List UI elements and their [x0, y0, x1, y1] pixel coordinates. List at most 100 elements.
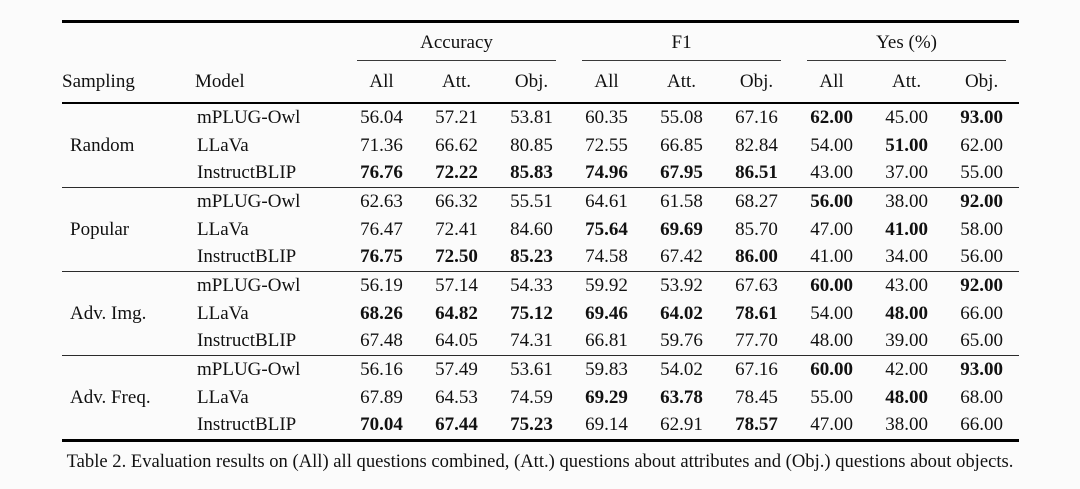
- metric-cell: 60.00: [794, 355, 870, 384]
- metric-cell: 69.29: [585, 386, 628, 408]
- table-row: Adv. Freq. mPLUG-Owl 56.16 57.49 53.61 59.83 5…: [62, 355, 1020, 441]
- metric-cell: 54.33: [494, 271, 570, 300]
- model-cell: InstructBLIP: [197, 414, 297, 436]
- metric-cell: 78.45: [735, 386, 778, 408]
- metric-cell: 67.44: [435, 414, 478, 436]
- metric-cell: 68.00: [960, 386, 1003, 408]
- metric-cell: 64.02: [660, 302, 703, 324]
- metric-cell: 64.05: [435, 330, 478, 352]
- subheader-row: Sampling Model All Att. Obj. All Att. Obj. All At…: [62, 61, 1020, 104]
- metric-cell: 51.00: [885, 134, 928, 156]
- metric-cell: 48.00: [810, 330, 853, 352]
- metric-cell: 56.00: [960, 246, 1003, 268]
- metric-cell: 75.64: [585, 218, 628, 240]
- sampling-cell: Adv. Freq.: [62, 355, 195, 441]
- metric-cell: 64.53: [435, 386, 478, 408]
- model-cell: mPLUG-Owl: [197, 106, 301, 128]
- metric-cell: 47.00: [810, 218, 853, 240]
- subcolumn-header: Att.: [644, 61, 720, 104]
- metric-cell: 67.63: [719, 271, 795, 300]
- metric-cell: 67.42: [660, 246, 703, 268]
- metric-cell: 69.69: [660, 218, 703, 240]
- metric-cell: 67.89: [360, 386, 403, 408]
- metric-cell: 54.00: [810, 134, 853, 156]
- model-cell: LLaVa: [197, 302, 249, 324]
- metric-cell: 85.83: [510, 162, 553, 184]
- table-header: Accuracy F1 Yes (%) Sampling Model All Att. Obj…: [62, 22, 1020, 104]
- metric-cell: 74.96: [585, 162, 628, 184]
- metric-cell: 66.81: [585, 330, 628, 352]
- column-group-row: Accuracy F1 Yes (%): [62, 22, 1019, 61]
- table-row: LLaVa 68.26 64.82 75.12 69.46 64.02 78.61 54.00…: [62, 300, 1019, 328]
- metric-cell: 65.00: [960, 330, 1003, 352]
- metric-cell: 54.02: [644, 355, 720, 384]
- metric-cell: 38.00: [885, 414, 928, 436]
- subcolumn-header: Obj.: [944, 61, 1020, 104]
- metric-cell: 48.00: [885, 302, 928, 324]
- metric-cell: 45.00: [885, 106, 928, 128]
- metric-cell: 76.47: [360, 218, 403, 240]
- subcolumn-header: All: [794, 61, 870, 104]
- subcolumn-header: All: [569, 61, 645, 104]
- metric-cell: 92.00: [944, 271, 1020, 300]
- table-row: Random mPLUG-Owl 56.04 57.21 53.81 60.35 55.08…: [62, 103, 1019, 156]
- metric-cell: 63.78: [660, 386, 703, 408]
- column-group-header: Accuracy: [344, 22, 569, 61]
- model-cell: mPLUG-Owl: [195, 271, 344, 300]
- metric-cell: 55.00: [810, 386, 853, 408]
- metric-cell: 84.60: [510, 218, 553, 240]
- model-cell: mPLUG-Owl: [195, 187, 344, 216]
- metric-cell: 86.00: [735, 246, 778, 268]
- metric-cell: 59.76: [660, 330, 703, 352]
- metric-cell: 72.41: [435, 218, 478, 240]
- table-row: InstructBLIP 76.76 72.22 85.83 74.96 67.95 86.…: [62, 159, 1019, 187]
- metric-cell: 66.85: [660, 134, 703, 156]
- metric-cell: 74.59: [510, 386, 553, 408]
- metric-cell: 43.00: [810, 162, 853, 184]
- table-row: InstructBLIP 70.04 67.44 75.23 69.14 62.91 78.…: [62, 412, 1019, 441]
- model-cell: InstructBLIP: [197, 330, 297, 352]
- column-group-rule: [357, 60, 557, 61]
- metric-cell: 76.76: [360, 162, 403, 184]
- sampling-cell: Random: [70, 134, 135, 156]
- subcolumn-header: Att.: [869, 61, 945, 104]
- metric-cell: 92.00: [944, 187, 1020, 216]
- metric-cell: 57.14: [419, 271, 494, 300]
- metric-cell: 64.61: [569, 187, 645, 216]
- metric-cell: 69.46: [585, 302, 628, 324]
- model-cell: InstructBLIP: [197, 246, 297, 268]
- evaluation-table: Accuracy F1 Yes (%) Sampling Model All Att. Obj…: [62, 20, 1020, 443]
- metric-cell: 59.92: [569, 271, 645, 300]
- model-cell: LLaVa: [197, 134, 249, 156]
- metric-cell: 47.00: [810, 414, 853, 436]
- metric-cell: 39.00: [885, 330, 928, 352]
- metric-cell: 42.00: [869, 355, 945, 384]
- metric-cell: 70.04: [360, 414, 403, 436]
- metric-cell: 55.51: [494, 187, 570, 216]
- metric-cell: 59.83: [569, 355, 645, 384]
- metric-cell: 57.21: [435, 106, 478, 128]
- column-group-rule: [582, 60, 782, 61]
- metric-cell: 60.35: [585, 106, 628, 128]
- sampling-cell: Popular: [62, 187, 195, 272]
- metric-cell: 66.00: [960, 302, 1003, 324]
- metric-cell: 60.00: [794, 271, 870, 300]
- metric-cell: 56.16: [344, 355, 419, 384]
- metric-cell: 54.00: [810, 302, 853, 324]
- metric-cell: 55.00: [960, 162, 1003, 184]
- metric-cell: 67.16: [719, 355, 795, 384]
- metric-cell: 72.55: [585, 134, 628, 156]
- column-group-header: Yes (%): [794, 22, 1019, 61]
- metric-cell: 66.00: [960, 414, 1003, 436]
- metric-cell: 62.00: [810, 106, 853, 128]
- metric-cell: 67.16: [735, 106, 778, 128]
- results-table-wrap: Accuracy F1 Yes (%) Sampling Model All Att. Obj…: [62, 20, 1020, 443]
- table-row: Popular mPLUG-Owl 62.63 66.32 55.51 64.61 61.5…: [62, 187, 1020, 272]
- subcolumn-header: All: [344, 61, 419, 104]
- metric-cell: 78.57: [735, 414, 778, 436]
- metric-cell: 43.00: [869, 271, 945, 300]
- metric-cell: 64.82: [435, 302, 478, 324]
- subcolumn-header: Att.: [419, 61, 494, 104]
- metric-cell: 71.36: [360, 134, 403, 156]
